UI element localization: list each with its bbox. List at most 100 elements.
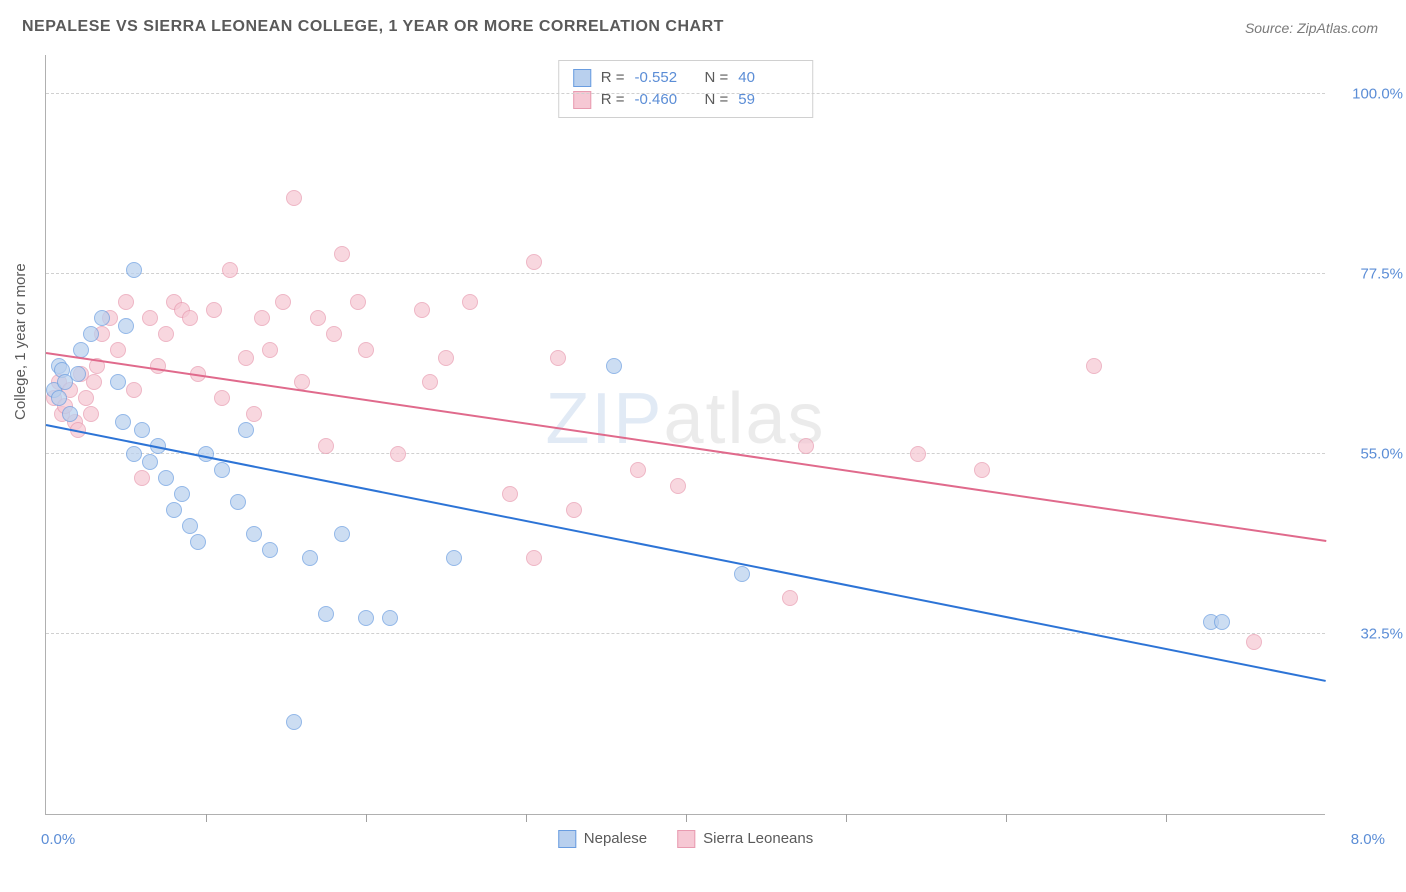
- gridline: [46, 273, 1325, 274]
- gridline: [46, 93, 1325, 94]
- scatter-point: [190, 534, 206, 550]
- scatter-point: [782, 590, 798, 606]
- scatter-point: [334, 246, 350, 262]
- y-tick-label: 32.5%: [1333, 626, 1403, 643]
- scatter-point: [78, 390, 94, 406]
- scatter-point: [502, 486, 518, 502]
- scatter-point: [390, 446, 406, 462]
- x-axis-min-label: 0.0%: [41, 831, 75, 848]
- legend-swatch: [558, 830, 576, 848]
- x-tick: [846, 814, 847, 822]
- scatter-point: [1086, 358, 1102, 374]
- scatter-point: [358, 610, 374, 626]
- scatter-point: [334, 526, 350, 542]
- scatter-point: [214, 390, 230, 406]
- scatter-point: [134, 470, 150, 486]
- scatter-point: [230, 494, 246, 510]
- scatter-point: [142, 310, 158, 326]
- x-tick: [686, 814, 687, 822]
- scatter-point: [262, 542, 278, 558]
- legend-correlation: R =-0.552N =40R =-0.460N =59: [558, 60, 814, 118]
- scatter-point: [318, 438, 334, 454]
- scatter-point: [1246, 634, 1262, 650]
- scatter-point: [302, 550, 318, 566]
- scatter-point: [275, 294, 291, 310]
- scatter-point: [1214, 614, 1230, 630]
- scatter-point: [118, 294, 134, 310]
- scatter-point: [142, 454, 158, 470]
- scatter-point: [126, 382, 142, 398]
- legend-label: Nepalese: [584, 830, 647, 847]
- trend-line: [46, 352, 1326, 542]
- x-tick: [1166, 814, 1167, 822]
- legend-r-value: -0.552: [635, 67, 695, 89]
- legend-label: Sierra Leoneans: [703, 830, 813, 847]
- scatter-point: [166, 502, 182, 518]
- legend-series: Nepalese Sierra Leoneans: [558, 830, 813, 848]
- scatter-point: [62, 406, 78, 422]
- scatter-point: [630, 462, 646, 478]
- legend-swatch: [677, 830, 695, 848]
- scatter-point: [422, 374, 438, 390]
- scatter-point: [174, 486, 190, 502]
- scatter-point: [158, 470, 174, 486]
- scatter-point: [350, 294, 366, 310]
- x-axis-max-label: 8.0%: [1351, 831, 1385, 848]
- scatter-point: [262, 342, 278, 358]
- scatter-point: [246, 406, 262, 422]
- legend-swatch: [573, 69, 591, 87]
- scatter-point: [126, 262, 142, 278]
- watermark-part1: ZIP: [545, 379, 663, 459]
- scatter-point: [182, 518, 198, 534]
- scatter-point: [974, 462, 990, 478]
- scatter-point: [734, 566, 750, 582]
- y-tick-label: 55.0%: [1333, 446, 1403, 463]
- y-tick-label: 77.5%: [1333, 266, 1403, 283]
- scatter-point: [910, 446, 926, 462]
- legend-item: Sierra Leoneans: [677, 830, 813, 848]
- scatter-point: [318, 606, 334, 622]
- scatter-point: [446, 550, 462, 566]
- scatter-point: [254, 310, 270, 326]
- scatter-point: [182, 310, 198, 326]
- scatter-point: [414, 302, 430, 318]
- scatter-point: [606, 358, 622, 374]
- scatter-point: [214, 462, 230, 478]
- y-tick-label: 100.0%: [1333, 86, 1403, 103]
- scatter-point: [286, 714, 302, 730]
- source-attribution: Source: ZipAtlas.com: [1245, 20, 1378, 36]
- x-tick: [1006, 814, 1007, 822]
- scatter-point: [566, 502, 582, 518]
- y-axis-label: College, 1 year or more: [12, 263, 29, 420]
- scatter-point: [150, 358, 166, 374]
- scatter-point: [526, 550, 542, 566]
- scatter-point: [115, 414, 131, 430]
- scatter-point: [326, 326, 342, 342]
- chart-title: NEPALESE VS SIERRA LEONEAN COLLEGE, 1 YE…: [22, 18, 724, 36]
- scatter-point: [126, 446, 142, 462]
- scatter-point: [286, 190, 302, 206]
- scatter-point: [94, 310, 110, 326]
- x-tick: [526, 814, 527, 822]
- scatter-point: [51, 390, 67, 406]
- trend-line: [46, 424, 1326, 682]
- plot-area: ZIPatlas R =-0.552N =40R =-0.460N =59 0.…: [45, 55, 1325, 815]
- x-tick: [206, 814, 207, 822]
- scatter-point: [158, 326, 174, 342]
- legend-n-value: 40: [738, 67, 798, 89]
- legend-r-label: R =: [601, 67, 625, 89]
- scatter-point: [134, 422, 150, 438]
- scatter-point: [83, 326, 99, 342]
- scatter-point: [462, 294, 478, 310]
- scatter-point: [206, 302, 222, 318]
- scatter-point: [526, 254, 542, 270]
- scatter-point: [222, 262, 238, 278]
- gridline: [46, 453, 1325, 454]
- x-tick: [366, 814, 367, 822]
- scatter-point: [238, 350, 254, 366]
- scatter-point: [118, 318, 134, 334]
- legend-n-label: N =: [705, 67, 729, 89]
- scatter-point: [358, 342, 374, 358]
- scatter-point: [382, 610, 398, 626]
- legend-row: R = -0.552 N = 40: [573, 67, 799, 89]
